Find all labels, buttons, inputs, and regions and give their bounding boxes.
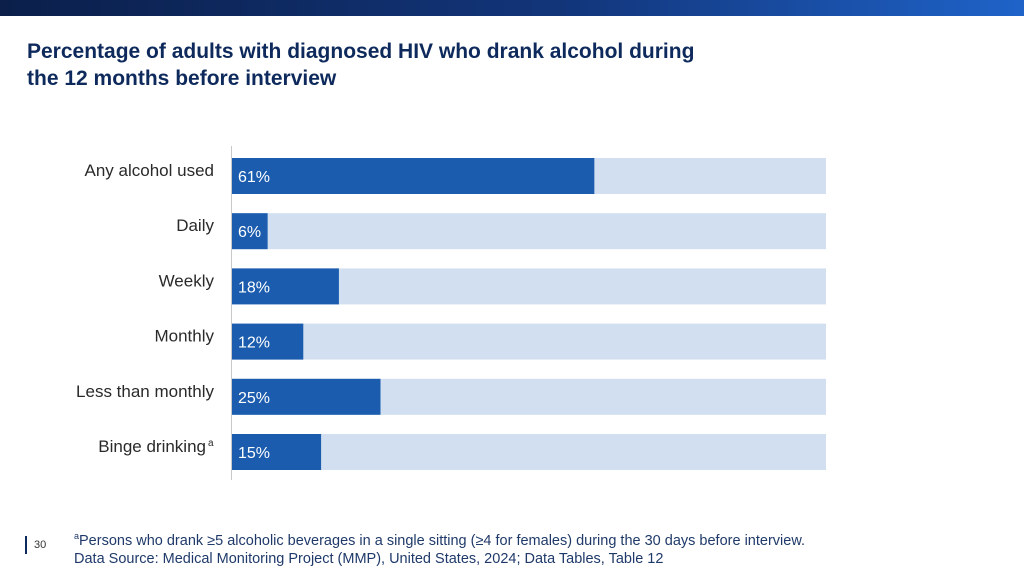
data-label: 61%	[238, 169, 270, 186]
bar	[232, 323, 304, 360]
category-label: Any alcohol used	[85, 161, 214, 180]
footnote-marker: a	[208, 438, 214, 449]
footer-divider	[25, 536, 27, 554]
bar	[232, 434, 322, 470]
page-number: 30	[34, 539, 47, 551]
footnote-definition: aPersons who drank ≥5 alcoholic beverage…	[74, 532, 805, 550]
category-label: Binge drinking	[98, 437, 206, 456]
category-label: Daily	[176, 216, 214, 235]
data-label: 6%	[238, 224, 261, 241]
data-label: 12%	[238, 335, 270, 352]
footnote-marker: a	[74, 531, 80, 542]
footnote: aPersons who drank ≥5 alcoholic beverage…	[74, 532, 805, 568]
bar-track	[232, 434, 826, 470]
category-label: Monthly	[154, 327, 214, 346]
category-label: Weekly	[159, 271, 215, 290]
bar-track	[232, 213, 826, 250]
footnote-text: Persons who drank ≥5 alcoholic beverages…	[79, 533, 806, 549]
bar	[232, 268, 339, 305]
top-banner	[0, 0, 1024, 16]
page-title: Percentage of adults with diagnosed HIV …	[27, 40, 695, 90]
data-label: 18%	[238, 279, 270, 296]
bar	[232, 158, 595, 194]
category-label: Less than monthly	[76, 382, 214, 401]
bar	[232, 213, 268, 250]
bar	[232, 378, 381, 415]
data-label: 15%	[238, 445, 270, 462]
data-label: 25%	[238, 390, 270, 407]
bar-track	[232, 323, 826, 360]
data-source: Data Source: Medical Monitoring Project …	[74, 551, 664, 567]
